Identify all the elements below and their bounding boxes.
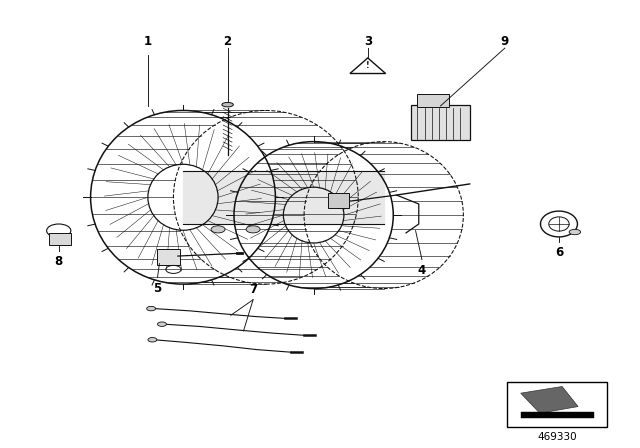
Text: 7: 7 <box>249 283 257 296</box>
FancyBboxPatch shape <box>328 193 349 208</box>
Text: 2: 2 <box>223 35 232 48</box>
FancyBboxPatch shape <box>49 233 71 246</box>
Text: 1: 1 <box>144 35 152 48</box>
FancyBboxPatch shape <box>508 382 607 427</box>
Text: 5: 5 <box>154 282 162 295</box>
Ellipse shape <box>211 226 225 233</box>
Text: 469330: 469330 <box>538 432 577 442</box>
Ellipse shape <box>569 229 580 235</box>
FancyBboxPatch shape <box>411 105 470 140</box>
Ellipse shape <box>157 322 166 327</box>
FancyBboxPatch shape <box>157 250 180 264</box>
Text: 6: 6 <box>555 246 563 259</box>
Ellipse shape <box>246 226 260 233</box>
Ellipse shape <box>148 337 157 342</box>
Polygon shape <box>521 412 594 418</box>
Ellipse shape <box>222 103 234 107</box>
Text: 9: 9 <box>500 35 509 48</box>
Text: 3: 3 <box>364 35 372 48</box>
FancyBboxPatch shape <box>417 94 449 107</box>
Text: 4: 4 <box>418 264 426 277</box>
Text: !: ! <box>366 61 370 70</box>
Text: 8: 8 <box>54 255 63 268</box>
Ellipse shape <box>147 306 156 311</box>
Polygon shape <box>521 387 578 413</box>
